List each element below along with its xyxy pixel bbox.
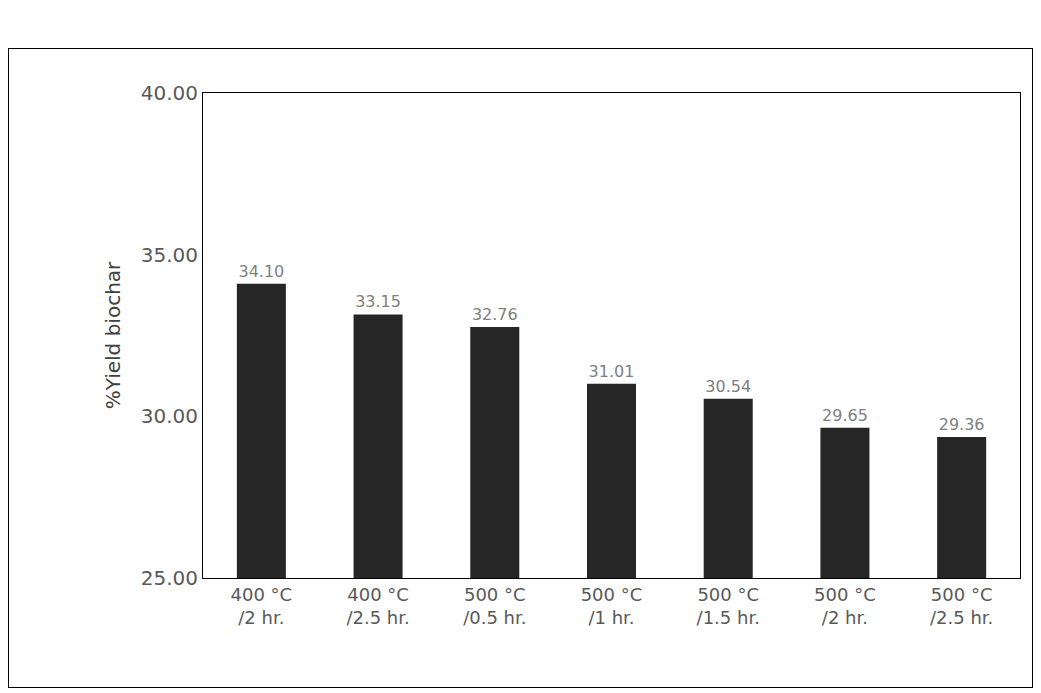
svg-text:500 °C/2 hr.: 500 °C/2 hr. [814,584,876,628]
svg-text:33.15: 33.15 [355,292,401,311]
svg-text:29.36: 29.36 [939,415,985,434]
svg-text:40.00: 40.00 [141,81,198,105]
svg-text:400 °C/2 hr.: 400 °C/2 hr. [231,584,293,628]
svg-text:500 °C/1 hr.: 500 °C/1 hr. [581,584,643,628]
svg-text:30.54: 30.54 [705,377,751,396]
svg-text:29.65: 29.65 [822,406,868,425]
svg-text:35.00: 35.00 [141,243,198,267]
svg-text:25.00: 25.00 [141,566,198,590]
svg-text:34.10: 34.10 [238,262,284,281]
svg-text:500 °C/2.5 hr.: 500 °C/2.5 hr. [930,584,993,628]
svg-text:31.01: 31.01 [589,362,635,381]
svg-text:32.76: 32.76 [472,305,518,324]
svg-text:400 °C/2.5 hr.: 400 °C/2.5 hr. [346,584,409,628]
svg-text:30.00: 30.00 [141,404,198,428]
svg-text:500 °C/0.5 hr.: 500 °C/0.5 hr. [463,584,526,628]
svg-text:500 °C/1.5 hr.: 500 °C/1.5 hr. [697,584,760,628]
svg-text:%Yield biochar: %Yield biochar [101,261,125,409]
